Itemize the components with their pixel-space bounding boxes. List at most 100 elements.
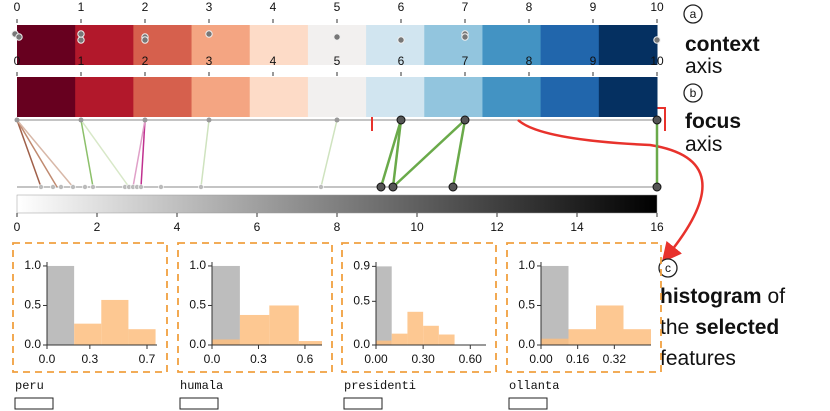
color-band [17,77,76,117]
histogram-bar [101,299,129,345]
y-tick-label: 0.0 [353,337,370,351]
projection-point [318,184,324,190]
x-tick-label: 0.16 [566,352,590,366]
x-tick-label: 0.3 [82,352,99,366]
tick-label: 6 [398,0,405,14]
tick-label: 6 [254,220,261,234]
context-point [205,30,213,38]
tick-label: 1 [78,54,85,68]
x-tick-label: 0.0 [39,352,56,366]
histogram-bar [391,333,408,345]
feature-name: presidenti [344,379,416,393]
tick-label: 14 [570,220,584,234]
color-band [75,77,134,117]
annotation-letter: c [665,261,671,275]
link [392,119,466,188]
projection-point [90,184,96,190]
projection-point [652,182,662,192]
histogram-bar [212,265,240,345]
annotation-line: context [685,33,760,56]
annotation-badge [683,83,703,103]
histogram-bar [269,305,299,345]
histogram-bar [423,325,439,345]
annotation-line: axis [685,133,722,156]
histogram-bar [298,341,322,345]
projection-point [388,182,398,192]
projection-point [138,184,144,190]
link [80,119,130,188]
color-band [307,77,367,117]
feature-name: ollanta [509,379,559,393]
projection-point [58,184,64,190]
link [140,119,146,188]
color-band [540,25,600,65]
histogram-bar [212,339,240,345]
x-tick-label: 0.00 [364,352,388,366]
annotation-word: histogram [660,285,762,308]
context-point [397,36,405,44]
tick-label: 8 [526,54,533,68]
projection-point [158,184,164,190]
context-point [77,30,85,38]
context-point [653,36,661,44]
color-band [540,77,600,117]
link [200,119,210,188]
feature-box [508,397,548,410]
y-tick-label: 0.9 [353,259,370,273]
y-tick-label: 0.0 [24,337,41,351]
color-band [307,25,367,65]
color-band [17,25,76,65]
feature-name: humala [180,379,223,393]
x-tick-label: 0.7 [139,352,156,366]
tick-label: 4 [174,220,181,234]
annotation-word: axis [685,55,722,78]
color-band [598,77,658,117]
tick-label: 8 [526,0,533,14]
focus-point [396,115,406,125]
annotation-letter: a [690,7,697,21]
annotation-badge [683,4,703,24]
focus-point [78,117,84,123]
panel-border [341,242,497,373]
tick-label: 8 [334,220,341,234]
x-tick-label: 0.30 [411,352,435,366]
annotation-word: focus [685,110,741,133]
link [320,119,338,188]
histogram-bar [596,305,624,345]
arrow [517,119,704,263]
tick-label: 10 [650,0,664,14]
color-band [191,77,251,117]
tick-label: 9 [590,0,597,14]
x-tick-label: 0.0 [204,352,221,366]
link [16,119,58,188]
tick-label: 2 [94,220,101,234]
feature-name: peru [15,379,44,393]
y-tick-label: 0.5 [189,298,206,312]
annotation-word: selected [695,316,779,339]
histogram-bar [541,338,569,345]
projection-point [50,184,56,190]
histogram-bar [407,311,424,345]
color-band [482,25,542,65]
color-band [133,25,193,65]
tick-label: 0 [14,220,21,234]
link [379,119,403,188]
y-tick-label: 0.5 [353,293,370,307]
x-tick-label: 0.6 [297,352,314,366]
context-point [77,36,85,44]
tick-label: 0 [14,54,21,68]
tick-label: 3 [206,0,213,14]
annotation-line: the selected [660,316,779,339]
panel-border [177,242,333,373]
tick-label: 10 [650,54,664,68]
focus-point [142,117,148,123]
tick-label: 16 [650,220,664,234]
annotation-line: axis [685,55,722,78]
link [391,119,403,188]
x-tick-label: 0.00 [529,352,553,366]
annotation-word: the [660,316,689,339]
y-tick-label: 0.0 [518,337,535,351]
histogram-bar [623,329,651,345]
link [132,119,146,188]
